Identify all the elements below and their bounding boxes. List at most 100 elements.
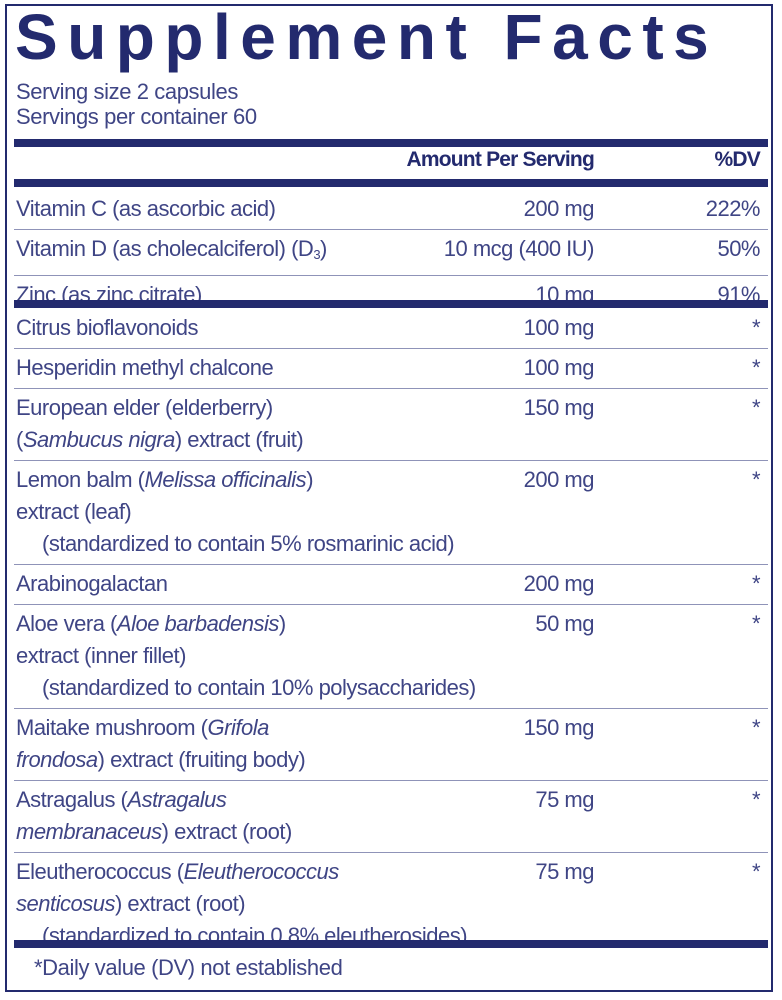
- name-line: European elder (elderberry): [16, 392, 386, 424]
- name-text: 3: [313, 247, 321, 262]
- amount-per-serving: 150 mg: [523, 395, 595, 420]
- daily-value: *: [751, 395, 761, 420]
- name-text: Citrus bioflavonoids: [16, 315, 198, 340]
- ingredient-row: Aloe vera (Aloe barbadensis) extract (inn…: [14, 605, 768, 709]
- name-text: ) extract (root): [161, 819, 293, 844]
- amount-per-serving: 150 mg: [523, 715, 595, 740]
- latin-name: Grifola: [207, 715, 270, 740]
- name-text: Aloe vera (: [16, 611, 117, 636]
- footnote: *Daily value (DV) not established: [34, 955, 343, 980]
- amount-per-serving: 10 mcg (400 IU): [443, 236, 595, 261]
- ingredient-name: Vitamin C (as ascorbic acid): [14, 193, 386, 225]
- daily-value: 50%: [717, 236, 760, 261]
- vitamins-minerals-list: Vitamin C (as ascorbic acid) 200 mg 222% Vi…: [14, 190, 768, 315]
- name-line: Lemon balm (Melissa officinalis): [16, 464, 386, 496]
- name-text: Astragalus (: [16, 787, 128, 812]
- ingredient-row: Hesperidin methyl chalcone 100 mg *: [14, 349, 768, 389]
- supplement-facts-panel: [5, 4, 773, 992]
- latin-name: Astragalus: [127, 787, 227, 812]
- ingredient-row: Vitamin C (as ascorbic acid) 200 mg 222%: [14, 190, 768, 230]
- name-line: Aloe vera (Aloe barbadensis): [16, 608, 386, 640]
- name-line: Astragalus (Astragalus: [16, 784, 386, 816]
- name-text: Eleutherococcus (: [16, 859, 184, 884]
- ingredient-name: Aloe vera (Aloe barbadensis) extract (inn…: [14, 608, 476, 704]
- ingredient-row: Eleutherococcus (Eleutherococcus senticos…: [14, 853, 768, 956]
- amount-per-serving: 200 mg: [523, 196, 595, 221]
- divider-thick: [14, 139, 768, 147]
- ingredient-row: Astragalus (Astragalus membranaceus) extr…: [14, 781, 768, 853]
- name-line: Vitamin C (as ascorbic acid): [16, 193, 386, 225]
- divider-thick: [14, 300, 768, 308]
- name-text: ): [320, 236, 327, 261]
- name-text: Lemon balm (: [16, 467, 145, 492]
- ingredient-name: Lemon balm (Melissa officinalis) extract …: [14, 464, 455, 560]
- amount-header: Amount Per Serving: [406, 148, 595, 171]
- name-text: Vitamin C (as ascorbic acid): [16, 196, 276, 221]
- daily-value: *: [751, 859, 761, 884]
- ingredient-row: Vitamin D (as cholecalciferol) (D3) 10 mc…: [14, 230, 768, 276]
- name-line: Arabinogalactan: [16, 568, 386, 600]
- column-header: Amount Per Serving %DV: [14, 144, 768, 176]
- divider-thick: [14, 179, 768, 187]
- amount-per-serving: 200 mg: [523, 467, 595, 492]
- ingredient-row: Maitake mushroom (Grifola frondosa) extra…: [14, 709, 768, 781]
- amount-per-serving: 100 mg: [523, 315, 595, 340]
- daily-value: *: [751, 787, 761, 812]
- name-text: Arabinogalactan: [16, 571, 168, 596]
- daily-value: *: [751, 715, 761, 740]
- name-line: (standardized to contain 10% polysacchar…: [16, 672, 476, 704]
- ingredient-name: Hesperidin methyl chalcone: [14, 352, 386, 384]
- latin-name: Melissa officinalis: [144, 467, 307, 492]
- name-text: Hesperidin methyl chalcone: [16, 355, 274, 380]
- name-line: Hesperidin methyl chalcone: [16, 352, 386, 384]
- daily-value: *: [751, 355, 761, 380]
- ingredient-row: Citrus bioflavonoids 100 mg *: [14, 309, 768, 349]
- ingredient-row: European elder (elderberry) (Sambucus nig…: [14, 389, 768, 461]
- latin-name: senticosus: [16, 891, 115, 916]
- name-text: (standardized to contain 5% rosmarinic a…: [42, 531, 455, 556]
- name-text: ): [306, 467, 314, 492]
- ingredient-name: Maitake mushroom (Grifola frondosa) extra…: [14, 712, 386, 776]
- name-text: (: [16, 427, 23, 452]
- latin-name: Aloe barbadensis: [116, 611, 280, 636]
- latin-name: frondosa: [16, 747, 98, 772]
- latin-name: Eleutherococcus: [183, 859, 340, 884]
- name-text: extract (inner fillet): [16, 643, 186, 668]
- ingredient-row: Lemon balm (Melissa officinalis) extract …: [14, 461, 768, 565]
- name-line: senticosus) extract (root): [16, 888, 386, 920]
- daily-value: *: [751, 467, 761, 492]
- ingredient-name: Astragalus (Astragalus membranaceus) extr…: [14, 784, 386, 848]
- other-ingredients-list: Citrus bioflavonoids 100 mg * Hesperidin me…: [14, 309, 768, 956]
- name-line: Maitake mushroom (Grifola: [16, 712, 386, 744]
- ingredient-name: Eleutherococcus (Eleutherococcus senticos…: [14, 856, 468, 952]
- name-text: ): [278, 611, 286, 636]
- ingredient-name: Arabinogalactan: [14, 568, 386, 600]
- name-text: European elder (elderberry): [16, 395, 273, 420]
- daily-value: *: [751, 571, 761, 596]
- amount-per-serving: 75 mg: [535, 787, 594, 812]
- panel-title: Supplement Facts: [15, 1, 719, 73]
- servings-per-container: Servings per container 60: [16, 104, 257, 129]
- name-text: ) extract (fruit): [174, 427, 304, 452]
- dv-header: %DV: [714, 148, 761, 171]
- ingredient-name: Vitamin D (as cholecalciferol) (D3): [14, 233, 386, 271]
- daily-value: *: [751, 315, 761, 340]
- name-text: (standardized to contain 10% polysacchar…: [42, 675, 476, 700]
- name-text: ) extract (root): [114, 891, 246, 916]
- ingredient-name: European elder (elderberry) (Sambucus nig…: [14, 392, 386, 456]
- name-line: frondosa) extract (fruiting body): [16, 744, 386, 776]
- latin-name: membranaceus: [16, 819, 162, 844]
- name-line: membranaceus) extract (root): [16, 816, 386, 848]
- name-text: ) extract (fruiting body): [97, 747, 306, 772]
- name-text: extract (leaf): [16, 499, 132, 524]
- name-text: Vitamin D (as cholecalciferol) (D: [16, 236, 314, 261]
- name-line: extract (inner fillet): [16, 640, 386, 672]
- name-line: Citrus bioflavonoids: [16, 312, 386, 344]
- latin-name: Sambucus nigra: [22, 427, 175, 452]
- name-line: (Sambucus nigra) extract (fruit): [16, 424, 386, 456]
- amount-per-serving: 100 mg: [523, 355, 595, 380]
- name-line: (standardized to contain 5% rosmarinic a…: [16, 528, 455, 560]
- serving-size: Serving size 2 capsules: [16, 79, 238, 104]
- amount-per-serving: 200 mg: [523, 571, 595, 596]
- amount-per-serving: 75 mg: [535, 859, 594, 884]
